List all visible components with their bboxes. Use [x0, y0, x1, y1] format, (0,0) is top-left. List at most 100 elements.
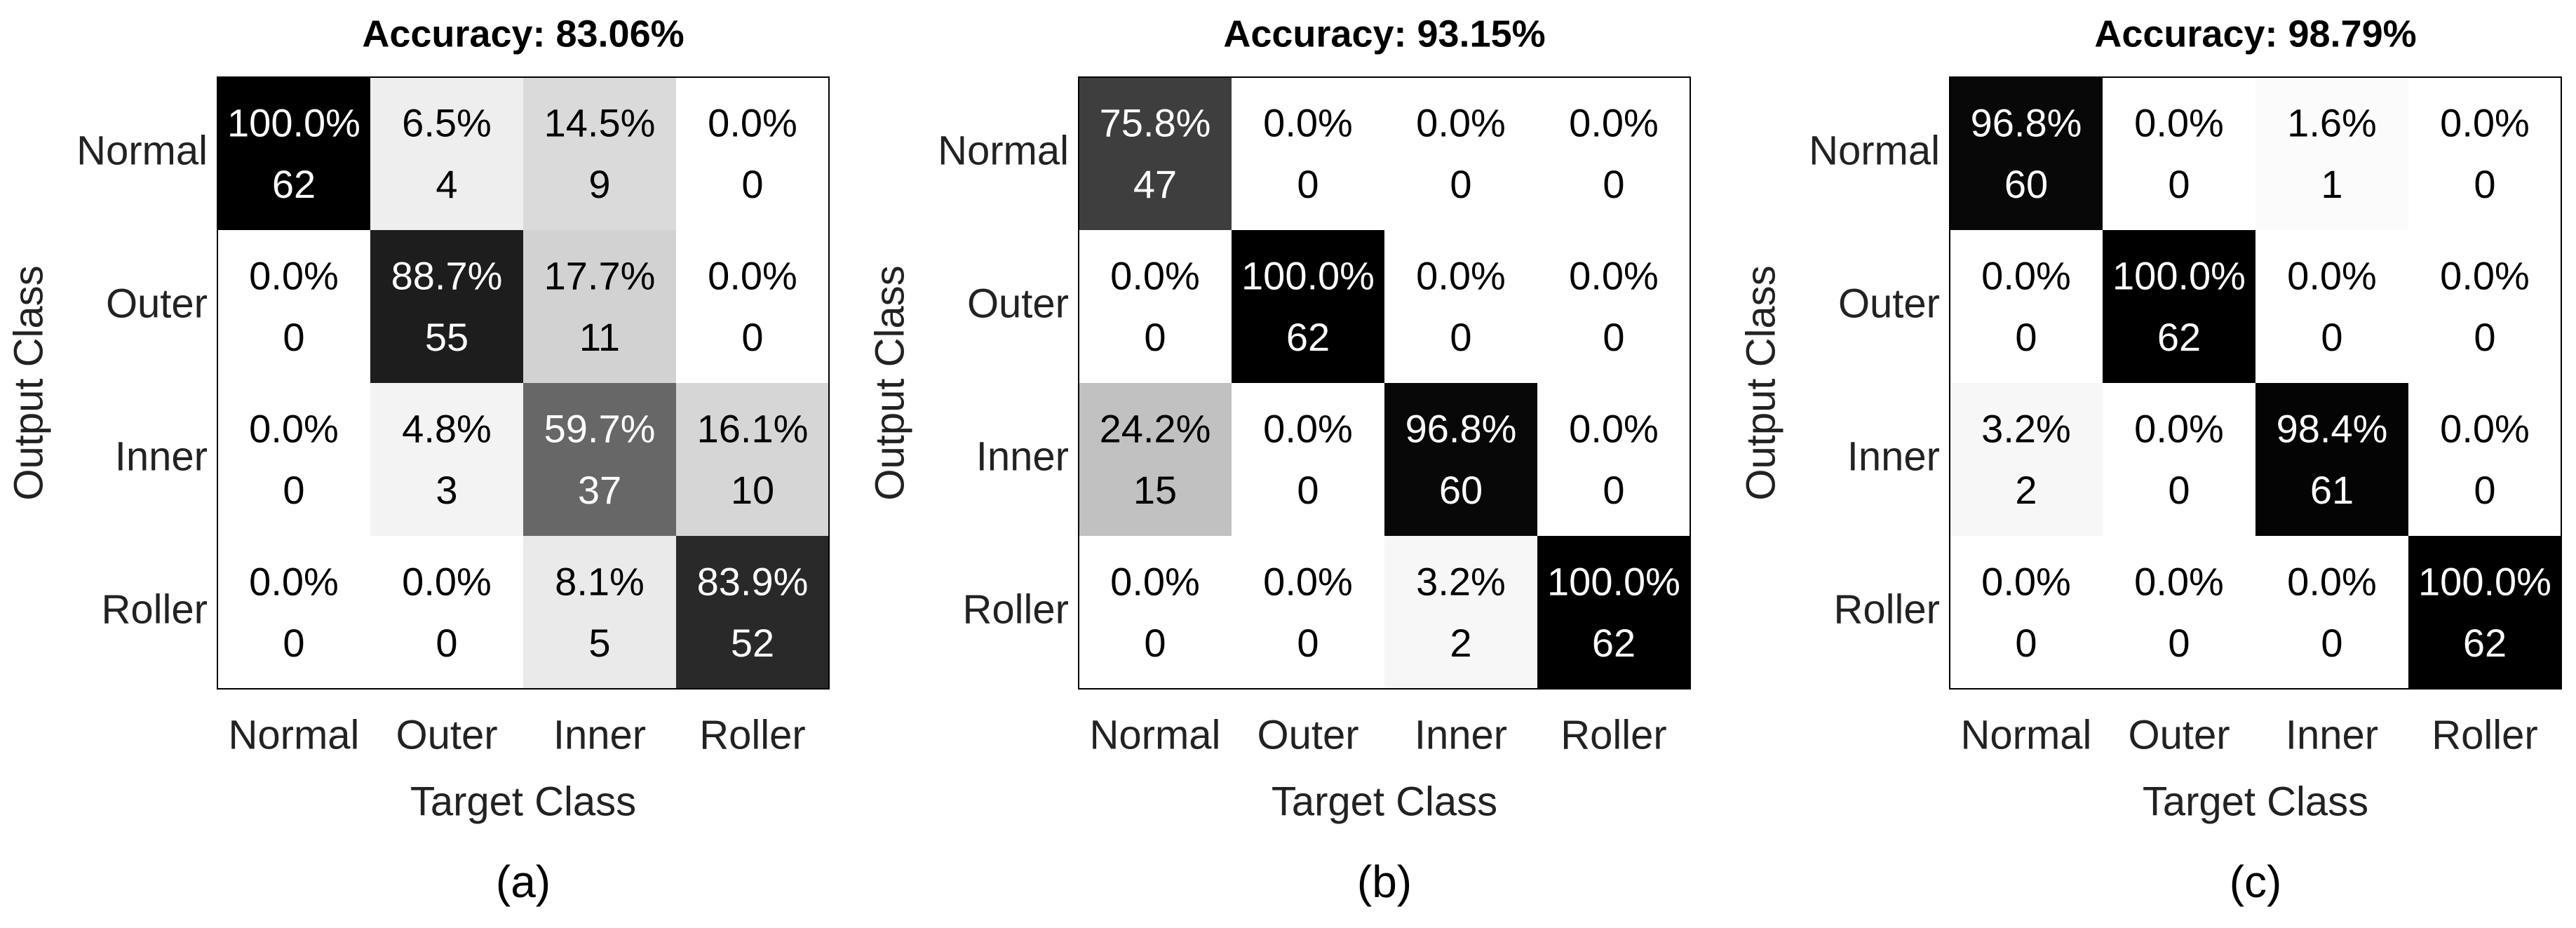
y-axis-label: Output Class: [1738, 265, 1783, 500]
cell-percent: 75.8%: [1100, 101, 1211, 145]
x-tick-label: Outer: [396, 712, 497, 758]
matrix-cell: [2255, 383, 2408, 536]
matrix-cell: [370, 230, 523, 383]
cell-count: 0: [283, 468, 304, 512]
matrix-cell: [676, 77, 829, 230]
x-tick-label: Roller: [699, 712, 806, 758]
cell-count: 60: [2004, 162, 2048, 206]
x-tick-label: Inner: [553, 712, 646, 758]
cell-count: 3: [436, 468, 457, 512]
y-tick-label: Outer: [1838, 281, 1940, 326]
cell-count: 0: [2321, 621, 2342, 665]
cell-percent: 0.0%: [1263, 560, 1353, 604]
matrix-cell: [2408, 536, 2561, 689]
cell-percent: 0.0%: [1981, 560, 2071, 604]
matrix-cell: [217, 77, 370, 230]
matrix-cell: [523, 383, 676, 536]
matrix-cell: [1079, 230, 1232, 383]
cell-count: 61: [2310, 468, 2354, 512]
cell-count: 62: [272, 162, 316, 206]
x-tick-label: Inner: [1415, 712, 1507, 758]
matrix-cell: [1537, 536, 1690, 689]
cell-count: 0: [2015, 621, 2037, 665]
cell-percent: 100.0%: [2418, 560, 2551, 604]
cell-percent: 6.5%: [402, 101, 492, 145]
matrix-cell: [217, 383, 370, 536]
cell-percent: 0.0%: [402, 560, 492, 604]
cell-count: 0: [2015, 315, 2037, 359]
cell-count: 37: [578, 468, 621, 512]
matrix-cell: [1079, 536, 1232, 689]
cell-count: 11: [579, 315, 620, 359]
y-tick-label: Inner: [1847, 433, 1940, 479]
cell-percent: 1.6%: [2287, 101, 2377, 145]
cell-percent: 0.0%: [2134, 560, 2224, 604]
matrix-cell: [2255, 77, 2408, 230]
y-tick-label: Normal: [1809, 128, 1940, 173]
x-tick-label: Normal: [1090, 712, 1221, 758]
cell-count: 2: [2015, 468, 2037, 512]
cell-percent: 3.2%: [1416, 560, 1506, 604]
cell-count: 2: [1450, 621, 1471, 665]
cell-percent: 8.1%: [555, 560, 645, 604]
matrix-cell: [1950, 230, 2103, 383]
matrix-frame: [1078, 76, 1691, 690]
cell-percent: 0.0%: [2287, 254, 2377, 298]
cell-count: 55: [425, 315, 468, 359]
y-tick-label: Roller: [963, 586, 1070, 632]
cell-count: 10: [731, 468, 774, 512]
matrix-cell: [676, 383, 829, 536]
cell-percent: 100.0%: [2112, 254, 2246, 298]
cell-count: 0: [1603, 162, 1624, 206]
x-tick-label: Normal: [1961, 712, 2092, 758]
cell-percent: 88.7%: [391, 254, 503, 298]
cell-count: 0: [2168, 162, 2190, 206]
x-tick-label: Outer: [2128, 712, 2230, 758]
matrix-cell: [523, 536, 676, 689]
cell-count: 0: [1144, 315, 1166, 359]
y-tick-label: Normal: [938, 128, 1069, 173]
x-tick-label: Normal: [229, 712, 360, 758]
matrix-cell: [523, 230, 676, 383]
matrix-cell: [2255, 230, 2408, 383]
x-tick-label: Inner: [2286, 712, 2378, 758]
cell-percent: 100.0%: [227, 101, 360, 145]
matrix-cell: [2103, 536, 2255, 689]
cell-count: 0: [2168, 621, 2190, 665]
matrix-cell: [370, 383, 523, 536]
matrix-cell: [2408, 77, 2561, 230]
chart-title: Accuracy: 83.06%: [362, 13, 684, 55]
cell-percent: 0.0%: [2440, 101, 2530, 145]
cell-percent: 0.0%: [2134, 407, 2224, 451]
cell-percent: 0.0%: [2440, 407, 2530, 451]
matrix-cell: [676, 230, 829, 383]
cell-percent: 0.0%: [708, 254, 797, 298]
cell-percent: 100.0%: [1241, 254, 1375, 298]
cell-percent: 0.0%: [708, 101, 797, 145]
cell-percent: 0.0%: [2134, 101, 2224, 145]
cell-count: 0: [1297, 468, 1319, 512]
cell-percent: 0.0%: [249, 560, 339, 604]
cell-count: 0: [283, 621, 304, 665]
matrix-cell: [2103, 77, 2255, 230]
matrix-cell: [1384, 383, 1537, 536]
x-tick-label: Roller: [2432, 712, 2538, 758]
cell-percent: 96.8%: [1971, 101, 2082, 145]
matrix-cell: [217, 536, 370, 689]
cell-count: 0: [1603, 468, 1624, 512]
cell-count: 62: [1592, 621, 1636, 665]
confusion-matrix-3: Accuracy: 98.79% 96.8% 60 0.0% 0 1.6% 1 0.0% 0 0.…: [1738, 13, 2562, 907]
y-tick-label: Outer: [106, 281, 208, 326]
cell-percent: 0.0%: [1110, 560, 1200, 604]
cell-count: 0: [436, 621, 457, 665]
cell-count: 0: [2168, 468, 2190, 512]
cell-count: 0: [2321, 315, 2342, 359]
cell-count: 0: [1144, 621, 1166, 665]
cell-count: 15: [1133, 468, 1177, 512]
matrix-cell: [1232, 230, 1384, 383]
matrix-cell: [2255, 536, 2408, 689]
cell-percent: 83.9%: [697, 560, 809, 604]
matrix-cell: [370, 77, 523, 230]
matrix-cell: [1079, 383, 1232, 536]
confusion-matrix-1: Accuracy: 83.06%100.0%626.5%414.5%90.0%0…: [6, 13, 830, 907]
